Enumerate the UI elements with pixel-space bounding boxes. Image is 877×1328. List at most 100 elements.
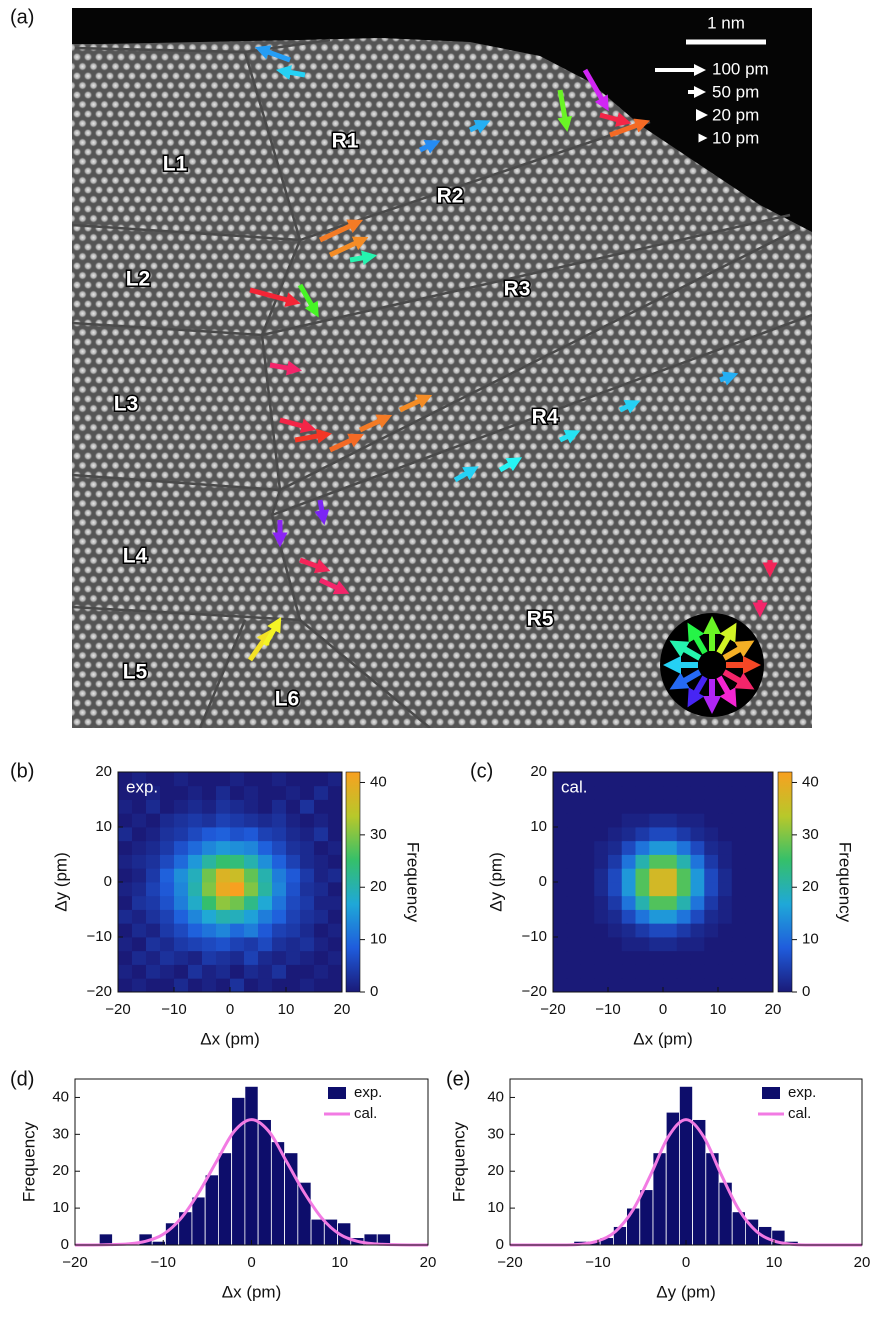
heatmap-cell xyxy=(132,923,147,938)
heatmap-cell xyxy=(566,827,581,842)
heatmap-cell xyxy=(174,964,189,979)
heatmap-cell xyxy=(759,840,774,855)
heatmap-cell xyxy=(314,937,329,952)
heatmap-cell xyxy=(132,785,147,800)
panel-label: (a) xyxy=(10,6,34,28)
heatmap-cell xyxy=(244,868,259,883)
heatmap-cell xyxy=(566,950,581,965)
heatmap-cell xyxy=(718,785,733,800)
heatmap-cell xyxy=(314,827,329,842)
heatmap-cell xyxy=(258,854,273,869)
heatmap-cell xyxy=(258,840,273,855)
wheel-arrow xyxy=(687,675,708,708)
heatmap-cell xyxy=(202,799,217,814)
heatmap-cell xyxy=(621,882,636,897)
heatmap-cell xyxy=(704,840,719,855)
y-axis-label: Frequency xyxy=(19,1121,38,1202)
x-tick-label: 10 xyxy=(331,1254,348,1271)
heatmap-cell xyxy=(580,950,595,965)
heatmap-cell xyxy=(635,895,650,910)
heatmap-cell xyxy=(272,827,287,842)
heatmap-cell xyxy=(272,978,287,993)
y-tick-label: 0 xyxy=(496,1236,504,1253)
heatmap-cell xyxy=(244,813,259,828)
heatmap-cell xyxy=(690,964,705,979)
heatmap-cell xyxy=(314,909,329,924)
heatmap-cell xyxy=(663,937,678,952)
heatmap-cell xyxy=(759,785,774,800)
heatmap-cell xyxy=(553,895,568,910)
heatmap-cell xyxy=(608,799,623,814)
y-tick-label: −10 xyxy=(522,928,547,945)
colorbar-tick-label: 20 xyxy=(370,878,387,895)
x-tick-label: −10 xyxy=(151,1254,176,1271)
heatmap-cell xyxy=(553,882,568,897)
x-tick-label: 20 xyxy=(854,1254,871,1271)
legend-label: cal. xyxy=(354,1105,377,1122)
heatmap-cell xyxy=(272,799,287,814)
heatmap-cell xyxy=(704,950,719,965)
heatmap-cell xyxy=(202,882,217,897)
heatmap-cell xyxy=(244,937,259,952)
plot-frame xyxy=(552,771,774,993)
heatmap-cell xyxy=(132,895,147,910)
heatmap-cell xyxy=(608,978,623,993)
heatmap-cell xyxy=(244,895,259,910)
heatmap-cell xyxy=(608,923,623,938)
heatmap-cell xyxy=(621,772,636,787)
heatmap-cell xyxy=(216,950,231,965)
heatmap-cell xyxy=(759,868,774,883)
heatmap-cell xyxy=(272,854,287,869)
heatmap-cell xyxy=(216,868,231,883)
heatmap-cell xyxy=(286,937,301,952)
heatmap-cell xyxy=(676,785,691,800)
arrow-scale-label: 10 pm xyxy=(712,128,759,147)
heatmap-cell xyxy=(594,854,609,869)
heatmap-cell xyxy=(118,772,133,787)
heatmap-cell xyxy=(663,923,678,938)
heatmap-cell xyxy=(160,813,175,828)
heatmap-cell xyxy=(244,772,259,787)
heatmap-cell xyxy=(230,868,245,883)
heatmap-cell xyxy=(704,854,719,869)
heatmap-cell xyxy=(745,895,760,910)
heatmap-cell xyxy=(718,813,733,828)
heatmap-cell xyxy=(244,854,259,869)
heatmap-cell xyxy=(621,895,636,910)
heatmap-cell xyxy=(718,950,733,965)
heatmap-cell xyxy=(594,785,609,800)
heatmap-cell xyxy=(174,799,189,814)
heatmap-cell xyxy=(258,978,273,993)
heatmap-cell xyxy=(704,827,719,842)
y-tick-label: −10 xyxy=(87,928,112,945)
y-tick-label: 20 xyxy=(487,1162,504,1179)
heatmap-cell xyxy=(731,799,746,814)
heatmap-cell xyxy=(160,827,175,842)
heatmap-cell xyxy=(553,964,568,979)
heatmap-cell xyxy=(731,827,746,842)
heatmap-cell xyxy=(745,937,760,952)
y-tick-label: 40 xyxy=(52,1088,69,1105)
heatmap-cell xyxy=(608,937,623,952)
heatmap-cell xyxy=(621,868,636,883)
heatmap-cell xyxy=(132,937,147,952)
stem-image xyxy=(72,8,812,728)
heatmap-cell xyxy=(216,882,231,897)
heatmap-cell xyxy=(676,909,691,924)
heatmap-cell xyxy=(594,827,609,842)
heatmap-cell xyxy=(566,854,581,869)
hist-bar xyxy=(218,1152,233,1246)
heatmap-cell xyxy=(718,923,733,938)
displacement-arrow xyxy=(453,466,479,483)
heatmap-cell xyxy=(594,978,609,993)
colorbar-tick-label: 0 xyxy=(370,983,378,1000)
heatmap-cell xyxy=(608,813,623,828)
heatmap-cell xyxy=(635,964,650,979)
inset-label: exp. xyxy=(126,777,158,796)
heatmap-cell xyxy=(300,937,315,952)
heatmap-cell xyxy=(160,882,175,897)
y-tick-label: 10 xyxy=(52,1199,69,1216)
heatmap-cell xyxy=(286,799,301,814)
heatmap-cell xyxy=(244,923,259,938)
y-tick-label: 20 xyxy=(52,1162,69,1179)
